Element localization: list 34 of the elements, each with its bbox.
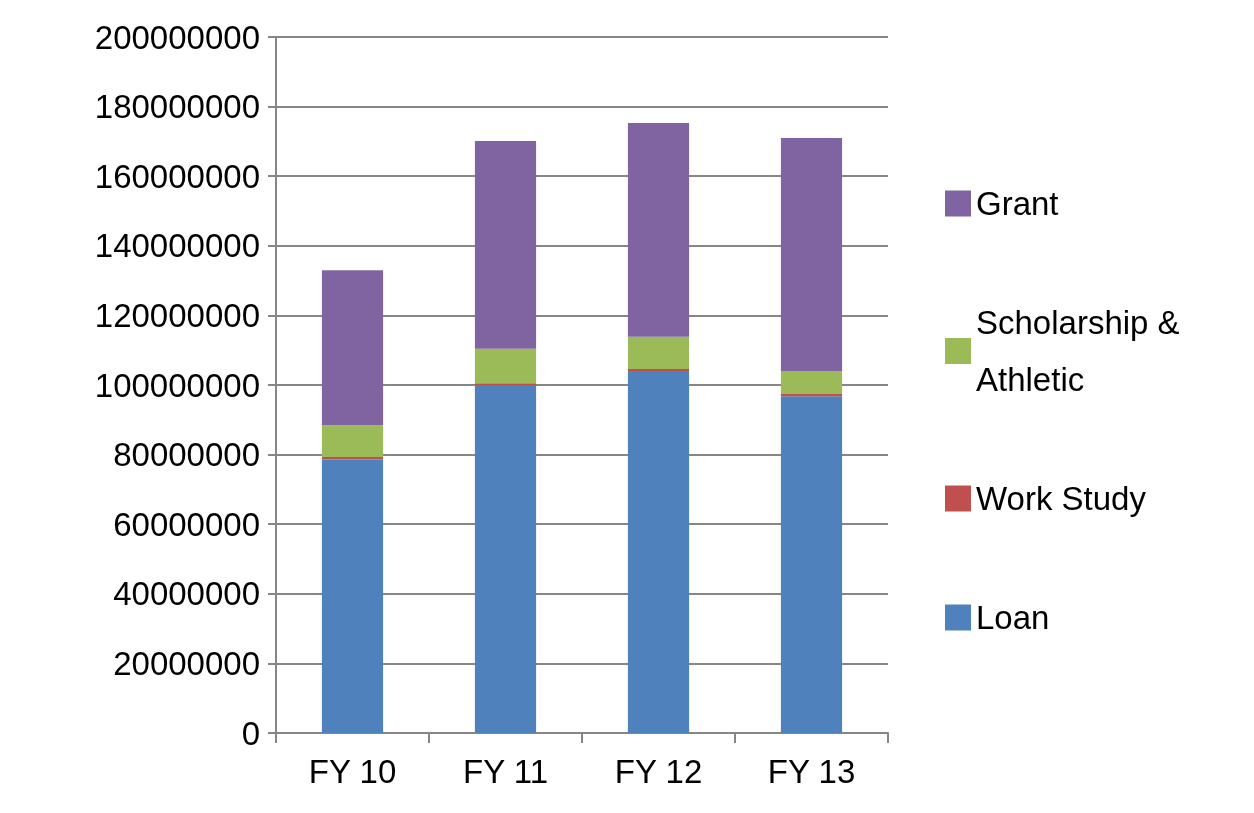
bar — [321, 270, 384, 426]
bar — [627, 336, 690, 369]
y-tick-label: 120000000 — [94, 296, 260, 334]
legend-label: Scholarship & Athletic — [976, 304, 1189, 398]
bar — [474, 383, 537, 386]
x-tick-label: FY 11 — [463, 753, 548, 790]
bar — [780, 396, 843, 733]
legend-label: Loan — [976, 599, 1050, 636]
y-tick-label: 180000000 — [94, 88, 260, 126]
bar — [627, 371, 690, 733]
bar — [780, 371, 843, 395]
y-tick-label: 20000000 — [113, 644, 260, 682]
legend-label: Grant — [976, 185, 1059, 222]
y-tick-label: 80000000 — [113, 436, 260, 474]
bar — [780, 394, 843, 397]
x-tick-label: FY 10 — [308, 753, 397, 790]
x-tick-label: FY 13 — [767, 753, 856, 790]
y-tick-label: 40000000 — [113, 575, 260, 613]
y-tick-label: 160000000 — [94, 157, 260, 195]
bar — [474, 385, 537, 733]
bar — [627, 122, 690, 337]
bar — [474, 348, 537, 384]
bar — [321, 459, 384, 733]
y-tick-label: 140000000 — [94, 227, 260, 265]
bar — [321, 425, 384, 458]
y-tick-label: 60000000 — [113, 505, 260, 543]
x-tick-label: FY 12 — [614, 753, 703, 790]
bar — [474, 141, 537, 349]
y-tick-label: 100000000 — [94, 366, 260, 404]
y-tick-label: 200000000 — [94, 18, 260, 56]
y-tick-label: 0 — [241, 714, 260, 752]
bar — [780, 137, 843, 372]
bar — [627, 368, 690, 372]
legend-label: Work Study — [976, 480, 1147, 517]
